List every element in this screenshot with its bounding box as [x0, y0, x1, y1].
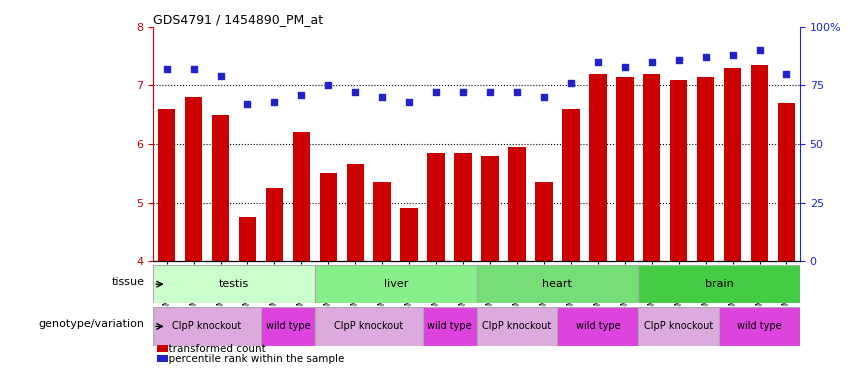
- Bar: [185, 97, 203, 261]
- Text: genotype/variation: genotype/variation: [38, 319, 145, 329]
- Text: ClpP knockout: ClpP knockout: [173, 321, 242, 331]
- Bar: [153, 307, 261, 346]
- Point: [429, 89, 443, 96]
- Bar: [589, 74, 607, 261]
- Bar: [778, 103, 795, 261]
- Bar: [239, 217, 256, 261]
- Bar: [454, 153, 471, 261]
- Text: GDS4791 / 1454890_PM_at: GDS4791 / 1454890_PM_at: [153, 13, 323, 26]
- Bar: [670, 79, 688, 261]
- Bar: [477, 307, 557, 346]
- Text: wild type: wild type: [427, 321, 472, 331]
- Point: [618, 64, 631, 70]
- Point: [699, 54, 712, 60]
- Point: [726, 52, 740, 58]
- Bar: [315, 265, 477, 303]
- Text: ClpP knockout: ClpP knockout: [644, 321, 713, 331]
- Bar: [643, 74, 660, 261]
- Text: liver: liver: [384, 279, 408, 289]
- Bar: [261, 307, 315, 346]
- Bar: [401, 209, 418, 261]
- Point: [483, 89, 497, 96]
- Point: [375, 94, 389, 100]
- Bar: [616, 77, 633, 261]
- Point: [241, 101, 254, 107]
- Point: [752, 47, 766, 53]
- Text: ClpP knockout: ClpP knockout: [483, 321, 551, 331]
- Bar: [751, 65, 768, 261]
- Point: [645, 59, 659, 65]
- Bar: [638, 307, 719, 346]
- Bar: [153, 265, 315, 303]
- Text: brain: brain: [705, 279, 734, 289]
- Point: [564, 80, 578, 86]
- Bar: [293, 132, 310, 261]
- Point: [349, 89, 363, 96]
- Text: testis: testis: [219, 279, 249, 289]
- Text: tissue: tissue: [111, 277, 145, 287]
- Point: [537, 94, 551, 100]
- Text: transformed count: transformed count: [162, 344, 266, 354]
- Text: ClpP knockout: ClpP knockout: [334, 321, 403, 331]
- Text: heart: heart: [542, 279, 573, 289]
- Bar: [158, 109, 175, 261]
- Point: [294, 92, 308, 98]
- Bar: [266, 188, 283, 261]
- Point: [160, 66, 174, 72]
- Point: [186, 66, 201, 72]
- Bar: [563, 109, 580, 261]
- Bar: [719, 307, 800, 346]
- Bar: [320, 173, 337, 261]
- Bar: [557, 307, 638, 346]
- Bar: [374, 182, 391, 261]
- Point: [672, 56, 686, 63]
- Point: [456, 89, 470, 96]
- Bar: [535, 182, 552, 261]
- Bar: [482, 156, 499, 261]
- Text: wild type: wild type: [266, 321, 311, 331]
- Bar: [427, 153, 445, 261]
- Bar: [477, 265, 638, 303]
- Bar: [423, 307, 477, 346]
- Bar: [212, 115, 229, 261]
- Point: [591, 59, 604, 65]
- Text: wild type: wild type: [575, 321, 620, 331]
- Point: [322, 83, 335, 89]
- Bar: [638, 265, 800, 303]
- Point: [403, 99, 416, 105]
- Bar: [724, 68, 741, 261]
- Bar: [697, 77, 714, 261]
- Bar: [315, 307, 423, 346]
- Bar: [508, 147, 526, 261]
- Point: [510, 89, 523, 96]
- Text: wild type: wild type: [737, 321, 782, 331]
- Bar: [346, 164, 364, 261]
- Point: [214, 73, 227, 79]
- Point: [780, 71, 793, 77]
- Text: percentile rank within the sample: percentile rank within the sample: [162, 354, 344, 364]
- Point: [267, 99, 281, 105]
